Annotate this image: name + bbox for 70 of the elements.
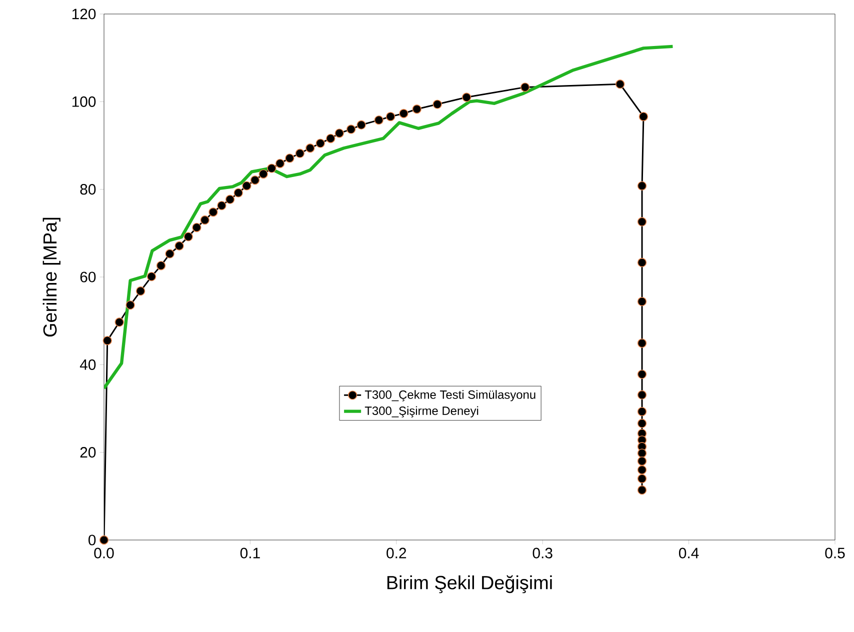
- point: [412, 104, 422, 114]
- point: [174, 241, 184, 250]
- x-tick-label: 0.1: [240, 548, 260, 558]
- point: [637, 474, 647, 484]
- point: [316, 138, 325, 148]
- point: [136, 286, 146, 296]
- point: [637, 465, 647, 474]
- point: [615, 80, 625, 89]
- line-series: [104, 44, 674, 390]
- point: [250, 176, 260, 185]
- point: [326, 134, 336, 144]
- x-tick-label: 0.5: [825, 548, 845, 558]
- point: [637, 296, 647, 306]
- point: [258, 169, 268, 179]
- x-tick-label: 0.4: [678, 548, 699, 558]
- point: [267, 164, 276, 173]
- point: [242, 181, 252, 190]
- point: [637, 485, 647, 495]
- y-tick-label: 40: [80, 359, 96, 370]
- point: [208, 208, 218, 217]
- x-tick-label: 0.3: [532, 548, 552, 558]
- legend-label: T300_Şişirme Deneyi: [364, 406, 478, 418]
- point: [234, 188, 243, 198]
- legend-label: T300_Çekme Testi Simülasyonu: [364, 390, 536, 402]
- point: [99, 535, 109, 545]
- point: [156, 261, 166, 270]
- point: [295, 148, 305, 158]
- point: [184, 232, 193, 242]
- point: [102, 336, 112, 346]
- point: [334, 128, 344, 138]
- point: [192, 222, 202, 232]
- point: [520, 82, 530, 92]
- x-tick-label: 0.0: [94, 548, 114, 558]
- y-tick-label: 120: [72, 8, 96, 20]
- point: [637, 448, 647, 458]
- point: [432, 100, 442, 109]
- point: [637, 390, 647, 400]
- point: [637, 338, 647, 348]
- point: [637, 406, 647, 416]
- y-axis-title: Gerilme [MPa]: [42, 218, 60, 337]
- point: [637, 217, 647, 226]
- point: [200, 215, 210, 225]
- point: [399, 108, 408, 118]
- y-tick-label: 20: [80, 447, 96, 458]
- x-tick-label: 0.2: [386, 548, 406, 558]
- point: [462, 92, 472, 102]
- x-axis-title: Birim Şekil Değişimi: [387, 575, 552, 594]
- point: [637, 418, 647, 428]
- point: [386, 112, 396, 122]
- point: [165, 249, 174, 258]
- y-tick-label: 60: [80, 272, 96, 282]
- point: [285, 154, 294, 163]
- point: [346, 124, 356, 134]
- point: [217, 200, 226, 210]
- y-tick-label: 0: [88, 534, 96, 546]
- y-tick-label: 80: [80, 184, 96, 195]
- y-tick-label: 100: [72, 96, 96, 107]
- point: [356, 120, 366, 130]
- point: [146, 272, 156, 282]
- point: [275, 158, 285, 168]
- point: [637, 370, 647, 379]
- point: [637, 258, 647, 268]
- point: [374, 115, 384, 125]
- point: [114, 318, 124, 327]
- point: [637, 181, 647, 190]
- point: [225, 194, 235, 204]
- point: [126, 300, 135, 310]
- point: [637, 456, 647, 466]
- point: [306, 144, 315, 153]
- point: [638, 112, 648, 122]
